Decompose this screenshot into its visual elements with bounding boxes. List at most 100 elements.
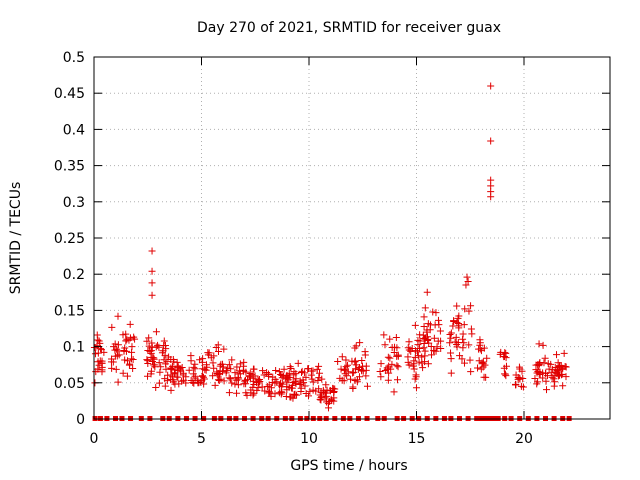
data-point: [114, 378, 122, 386]
data-point: [487, 82, 495, 90]
data-point: [449, 322, 457, 330]
data-point: [376, 367, 384, 375]
data-point: [114, 347, 122, 355]
data-point: [168, 365, 176, 373]
data-point: [554, 359, 562, 367]
grid: [94, 57, 610, 419]
data-point: [289, 394, 297, 402]
data-point: [550, 375, 558, 383]
data-point: [178, 377, 186, 385]
data-point: [407, 347, 415, 355]
x-tick-label: 10: [300, 431, 318, 447]
data-point: [420, 344, 428, 352]
y-tick-label: 0.25: [54, 231, 85, 247]
data-point: [318, 375, 326, 383]
data-point: [558, 371, 566, 379]
data-point: [454, 314, 462, 322]
data-point: [277, 388, 285, 396]
data-point: [143, 356, 151, 364]
data-point: [228, 379, 236, 387]
data-point: [430, 347, 438, 355]
data-point: [227, 365, 235, 373]
data-point: [125, 361, 133, 369]
data-point: [112, 365, 120, 373]
data-point: [129, 356, 137, 363]
data-point: [127, 355, 135, 363]
y-tick-label: 0.05: [54, 376, 85, 392]
y-tick-label: 0.5: [63, 50, 85, 66]
data-point: [191, 360, 199, 368]
data-point: [152, 343, 160, 351]
data-point: [323, 398, 331, 406]
data-point: [267, 392, 275, 400]
data-point: [249, 377, 257, 385]
data-point: [225, 374, 233, 382]
data-point: [334, 358, 342, 366]
data-point: [114, 312, 122, 320]
data-point: [420, 334, 428, 342]
data-point: [446, 330, 454, 338]
data-point: [171, 369, 179, 377]
data-point: [170, 358, 178, 366]
data-point: [228, 356, 236, 364]
data-point: [479, 363, 487, 371]
data-point: [145, 342, 153, 350]
data-point: [144, 360, 152, 368]
data-point: [156, 368, 164, 376]
data-point: [308, 375, 316, 383]
data-point: [502, 354, 510, 362]
data-point: [189, 370, 197, 378]
data-point: [544, 360, 552, 368]
data-point: [377, 373, 385, 381]
y-tick-label: 0: [76, 412, 85, 428]
data-point: [111, 340, 119, 348]
data-point: [315, 362, 323, 370]
data-point: [384, 376, 392, 384]
data-point: [405, 338, 413, 346]
data-point: [535, 340, 543, 348]
data-point: [427, 351, 435, 359]
data-point: [292, 375, 300, 383]
data-point: [301, 382, 309, 390]
y-tick-label: 0.3: [63, 195, 85, 211]
data-point: [534, 378, 542, 386]
data-point: [234, 381, 242, 389]
data-point: [280, 365, 288, 373]
data-point: [347, 375, 355, 383]
data-point: [173, 358, 181, 366]
data-point: [411, 347, 419, 355]
x-axis-label: GPS time / hours: [290, 458, 407, 474]
data-point: [258, 383, 266, 391]
data-point: [416, 345, 424, 353]
data-point: [246, 372, 254, 380]
data-point: [155, 379, 163, 387]
x-tick-label: 0: [90, 431, 99, 447]
data-point: [249, 391, 257, 399]
data-point: [174, 363, 182, 371]
data-point: [359, 362, 367, 370]
data-point: [410, 365, 418, 373]
data-point: [315, 374, 323, 382]
data-point: [453, 302, 461, 310]
data-point: [160, 341, 168, 349]
data-point: [212, 344, 220, 352]
data-point: [392, 334, 400, 342]
data-point: [287, 364, 295, 372]
data-point: [452, 333, 460, 341]
data-point: [216, 362, 224, 370]
data-point: [435, 321, 443, 329]
data-point: [447, 355, 455, 363]
y-tick-label: 0.2: [63, 267, 85, 283]
data-point: [152, 328, 160, 336]
data-point: [147, 353, 155, 361]
data-point: [147, 367, 155, 375]
data-point: [182, 379, 190, 387]
data-point: [393, 362, 401, 370]
data-point: [463, 273, 471, 281]
data-point: [496, 350, 504, 358]
data-point: [255, 379, 263, 387]
data-point: [474, 364, 482, 372]
data-point: [467, 325, 475, 333]
data-point: [91, 350, 99, 358]
